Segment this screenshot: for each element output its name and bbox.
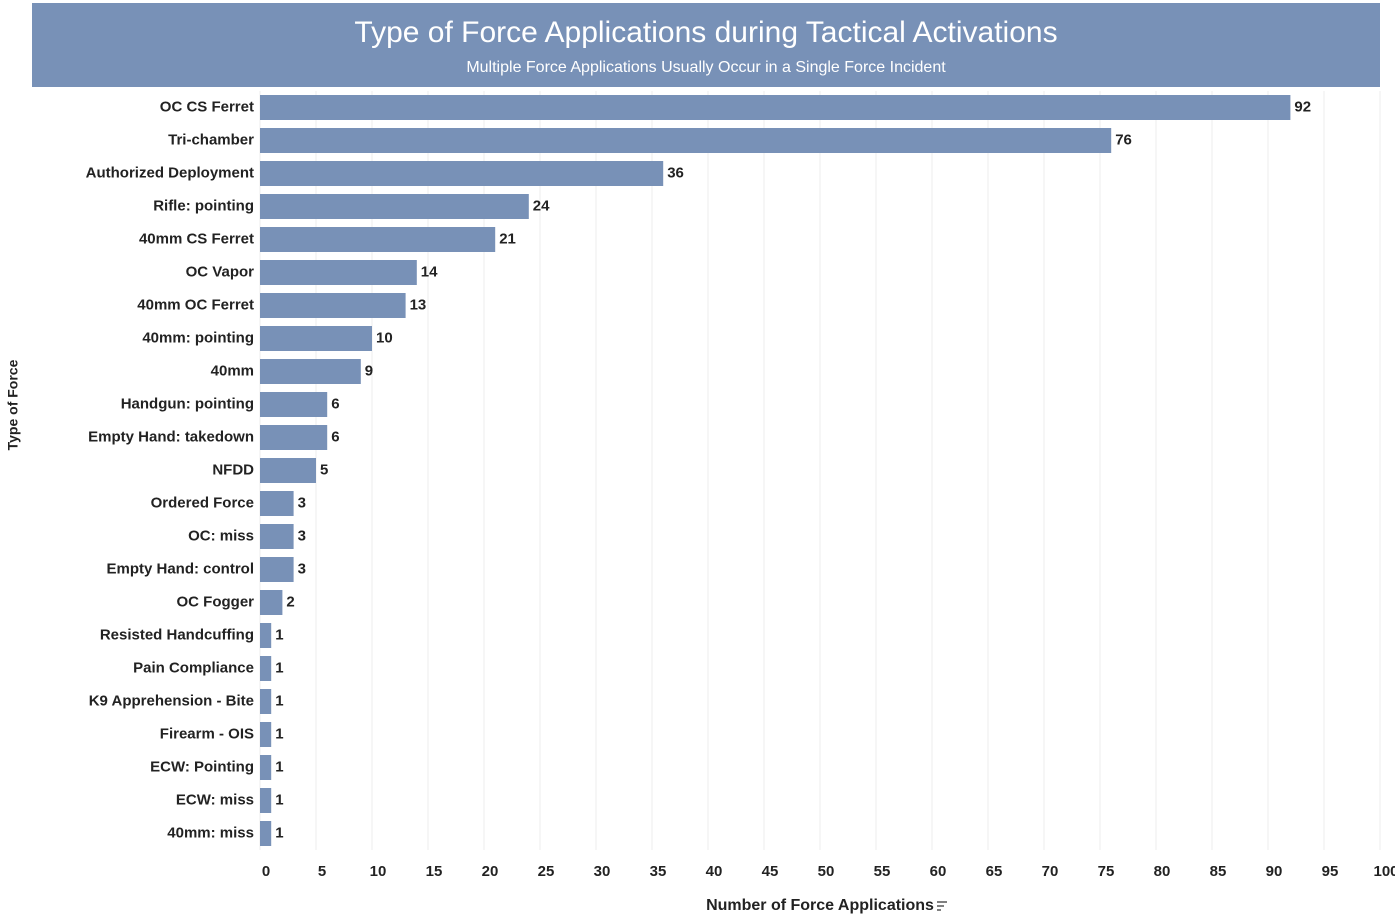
bar xyxy=(260,656,272,681)
bar xyxy=(260,755,272,780)
bar xyxy=(260,128,1112,153)
bar xyxy=(260,788,272,813)
data-label: 5 xyxy=(320,461,328,478)
x-tick-label: 65 xyxy=(986,863,1003,880)
data-label: 13 xyxy=(410,296,427,313)
data-label: 6 xyxy=(331,428,339,445)
data-label: 1 xyxy=(275,758,283,775)
data-label: 1 xyxy=(275,824,283,841)
data-label: 2 xyxy=(286,593,294,610)
bar xyxy=(260,722,272,747)
bar xyxy=(260,491,294,516)
x-tick-label: 25 xyxy=(538,863,555,880)
bar xyxy=(260,524,294,549)
bar xyxy=(260,821,272,846)
bar xyxy=(260,590,283,615)
bar xyxy=(260,458,316,483)
data-label: 24 xyxy=(533,197,550,214)
y-tick-label: Empty Hand: control xyxy=(106,560,254,577)
bar xyxy=(260,425,328,450)
x-tick-label: 100 xyxy=(1373,863,1395,880)
y-tick-label: 40mm: pointing xyxy=(142,329,254,346)
y-tick-label: ECW: Pointing xyxy=(150,758,254,775)
y-tick-label: Pain Compliance xyxy=(133,659,254,676)
bar xyxy=(260,326,372,351)
data-label: 9 xyxy=(365,362,373,379)
chart-title: Type of Force Applications during Tactic… xyxy=(354,16,1057,49)
x-tick-label: 35 xyxy=(650,863,667,880)
data-label: 6 xyxy=(331,395,339,412)
x-tick-label: 0 xyxy=(262,863,270,880)
data-label: 21 xyxy=(499,230,516,247)
data-label: 76 xyxy=(1115,131,1132,148)
bar xyxy=(260,293,406,318)
data-label: 10 xyxy=(376,329,393,346)
y-tick-label: 40mm CS Ferret xyxy=(139,230,254,247)
data-label: 1 xyxy=(275,725,283,742)
bar xyxy=(260,359,361,384)
x-tick-label: 95 xyxy=(1322,863,1339,880)
data-label: 92 xyxy=(1294,98,1311,115)
y-tick-label: 40mm: miss xyxy=(167,824,254,841)
x-axis-title: Number of Force Applications xyxy=(706,897,934,914)
x-tick-label: 80 xyxy=(1154,863,1171,880)
x-tick-label: 45 xyxy=(762,863,779,880)
x-tick-label: 70 xyxy=(1042,863,1059,880)
bar xyxy=(260,689,272,714)
bar xyxy=(260,260,417,285)
x-tick-label: 75 xyxy=(1098,863,1115,880)
data-label: 1 xyxy=(275,692,283,709)
bar xyxy=(260,95,1291,120)
data-label: 3 xyxy=(298,494,306,511)
sort-icon[interactable] xyxy=(937,901,947,911)
data-label: 14 xyxy=(421,263,438,280)
y-tick-label: 40mm xyxy=(211,362,254,379)
title-banner xyxy=(32,3,1380,87)
y-tick-label: OC Fogger xyxy=(177,593,255,610)
bar xyxy=(260,557,294,582)
data-label: 36 xyxy=(667,164,684,181)
x-tick-label: 60 xyxy=(930,863,947,880)
x-tick-label: 50 xyxy=(818,863,835,880)
chart-subtitle: Multiple Force Applications Usually Occu… xyxy=(466,59,946,76)
x-tick-label: 85 xyxy=(1210,863,1227,880)
data-label: 1 xyxy=(275,659,283,676)
data-label: 3 xyxy=(298,527,306,544)
y-tick-label: NFDD xyxy=(212,461,254,478)
bar xyxy=(260,194,529,219)
bar xyxy=(260,161,664,186)
bar xyxy=(260,392,328,417)
x-tick-label: 15 xyxy=(426,863,443,880)
y-tick-label: OC: miss xyxy=(188,527,254,544)
y-axis-title: Type of Force xyxy=(5,359,21,450)
x-tick-label: 90 xyxy=(1266,863,1283,880)
x-tick-label: 5 xyxy=(318,863,326,880)
x-tick-label: 55 xyxy=(874,863,891,880)
bar xyxy=(260,623,272,648)
y-tick-label: OC Vapor xyxy=(186,263,255,280)
y-tick-label: Rifle: pointing xyxy=(153,197,254,214)
y-tick-label: K9 Apprehension - Bite xyxy=(89,692,254,709)
data-label: 1 xyxy=(275,791,283,808)
y-tick-label: 40mm OC Ferret xyxy=(137,296,254,313)
y-tick-label: ECW: miss xyxy=(176,791,254,808)
y-tick-label: Firearm - OIS xyxy=(160,725,254,742)
y-tick-label: Resisted Handcuffing xyxy=(100,626,254,643)
x-tick-label: 30 xyxy=(594,863,611,880)
y-tick-label: OC CS Ferret xyxy=(160,98,254,115)
y-tick-label: Ordered Force xyxy=(151,494,254,511)
data-label: 1 xyxy=(275,626,283,643)
bar xyxy=(260,227,496,252)
y-tick-label: Authorized Deployment xyxy=(86,164,254,181)
y-tick-label: Tri-chamber xyxy=(168,131,254,148)
data-label: 3 xyxy=(298,560,306,577)
x-tick-label: 10 xyxy=(370,863,387,880)
y-tick-label: Empty Hand: takedown xyxy=(88,428,254,445)
y-tick-label: Handgun: pointing xyxy=(121,395,254,412)
x-tick-label: 20 xyxy=(482,863,499,880)
x-tick-label: 40 xyxy=(706,863,723,880)
